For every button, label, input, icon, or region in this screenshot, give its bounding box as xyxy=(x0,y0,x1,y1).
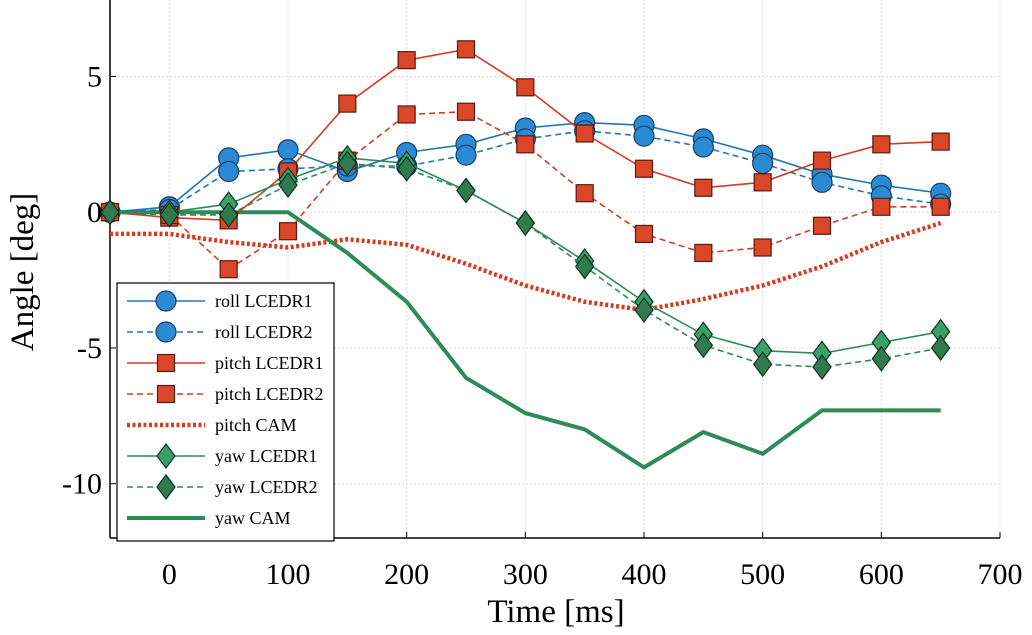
legend-item: roll LCEDR1 xyxy=(127,290,313,312)
data-point xyxy=(156,443,176,469)
data-point xyxy=(516,78,535,97)
series-yaw-lcedr2 xyxy=(100,150,951,380)
data-point xyxy=(575,124,594,143)
data-point xyxy=(692,136,714,158)
data-point xyxy=(456,177,476,204)
legend: roll LCEDR1 roll LCEDR2 pitch LCEDR1 pitch … xyxy=(116,282,335,542)
data-point xyxy=(871,345,892,372)
legend-label: yaw LCEDR2 xyxy=(215,477,318,497)
data-point xyxy=(156,384,176,404)
data-point xyxy=(155,321,177,343)
data-point xyxy=(931,132,950,151)
data-point xyxy=(100,199,120,226)
data-point xyxy=(812,353,832,380)
data-point xyxy=(693,332,714,359)
x-tick-label: 500 xyxy=(740,558,785,591)
y-tick-label: 5 xyxy=(87,60,102,93)
legend-label: pitch LCEDR1 xyxy=(215,353,324,373)
x-tick-label: 0 xyxy=(162,558,177,591)
data-point xyxy=(219,260,238,279)
data-point xyxy=(155,290,177,312)
data-point xyxy=(397,105,416,124)
data-point xyxy=(812,151,832,170)
data-point xyxy=(634,159,654,178)
data-point xyxy=(574,253,595,280)
tick-labels: 0 100 200 300 400 500 600 700 -10 -5 0 5 xyxy=(62,60,1023,591)
data-point xyxy=(694,178,713,197)
data-point xyxy=(456,102,476,121)
data-point xyxy=(456,40,476,59)
data-point xyxy=(575,184,594,203)
data-point xyxy=(218,201,239,228)
data-point xyxy=(930,334,951,361)
x-tick-label: 300 xyxy=(503,558,548,591)
data-point xyxy=(634,224,654,244)
data-point xyxy=(515,210,536,237)
data-point xyxy=(278,172,298,199)
legend-item: pitch CAM xyxy=(127,415,297,435)
legend-label: yaw LCEDR1 xyxy=(215,446,318,466)
legend-item: yaw LCEDR1 xyxy=(127,443,318,469)
data-point xyxy=(633,125,655,147)
data-point xyxy=(277,139,299,161)
data-point xyxy=(811,171,833,193)
legend-box xyxy=(116,282,335,542)
data-point xyxy=(752,152,774,174)
series-line xyxy=(109,129,941,213)
data-point xyxy=(156,353,176,373)
legend-label: roll LCEDR1 xyxy=(215,291,313,311)
legend-item: pitch LCEDR1 xyxy=(127,353,324,373)
data-point xyxy=(872,197,891,216)
data-point xyxy=(694,243,713,263)
legend-item: pitch LCEDR2 xyxy=(127,384,324,404)
legend-item: yaw CAM xyxy=(127,508,291,528)
x-tick-label: 600 xyxy=(859,558,904,591)
series-line xyxy=(110,220,942,313)
data-point xyxy=(753,238,772,257)
legend-label: yaw CAM xyxy=(215,508,291,528)
x-axis-label: Time [ms] xyxy=(487,594,624,630)
data-point xyxy=(156,474,176,500)
data-point xyxy=(931,197,950,216)
x-tick-label: 700 xyxy=(978,558,1023,591)
legend-label: roll LCEDR2 xyxy=(215,322,313,342)
data-point xyxy=(278,222,298,241)
data-point xyxy=(397,51,416,70)
legend-item: roll LCEDR2 xyxy=(127,321,313,343)
y-tick-label: -5 xyxy=(77,332,102,365)
y-axis-label: Angle [deg] xyxy=(5,193,41,352)
legend-label: pitch CAM xyxy=(215,415,297,435)
data-point xyxy=(872,135,891,154)
x-tick-label: 400 xyxy=(622,558,667,591)
y-tick-label: -10 xyxy=(62,468,102,501)
data-point xyxy=(218,160,240,183)
x-tick-label: 100 xyxy=(266,558,311,591)
legend-label: pitch LCEDR2 xyxy=(215,384,324,404)
series-line xyxy=(109,162,941,368)
data-point xyxy=(338,94,357,113)
data-point xyxy=(396,155,417,182)
data-point xyxy=(752,351,773,378)
legend-item: yaw LCEDR2 xyxy=(127,474,318,500)
data-point xyxy=(159,201,180,228)
data-point xyxy=(753,173,772,192)
data-point xyxy=(455,144,477,166)
plot-series xyxy=(99,40,952,470)
data-point xyxy=(516,135,535,154)
series-pitch-cam xyxy=(110,220,942,313)
y-tick-label: 0 xyxy=(87,196,102,229)
x-tick-label: 200 xyxy=(384,558,429,591)
data-point xyxy=(634,296,654,323)
data-point xyxy=(812,216,832,235)
data-point xyxy=(337,150,358,177)
